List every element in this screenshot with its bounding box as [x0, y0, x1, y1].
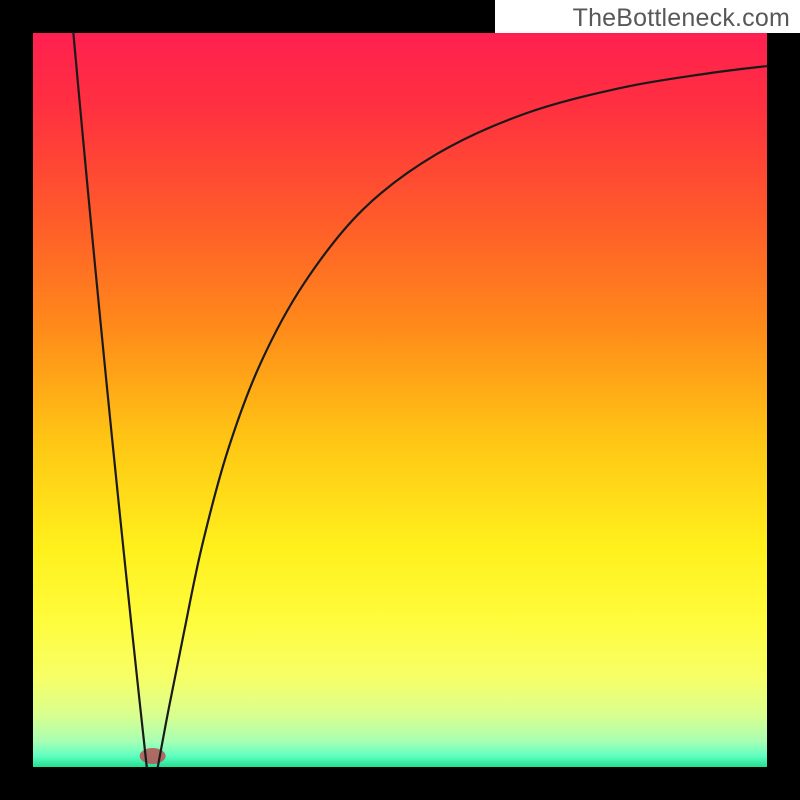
bottleneck-chart	[0, 0, 800, 800]
chart-container: TheBottleneck.com	[0, 0, 800, 800]
watermark-text: TheBottleneck.com	[573, 4, 790, 33]
